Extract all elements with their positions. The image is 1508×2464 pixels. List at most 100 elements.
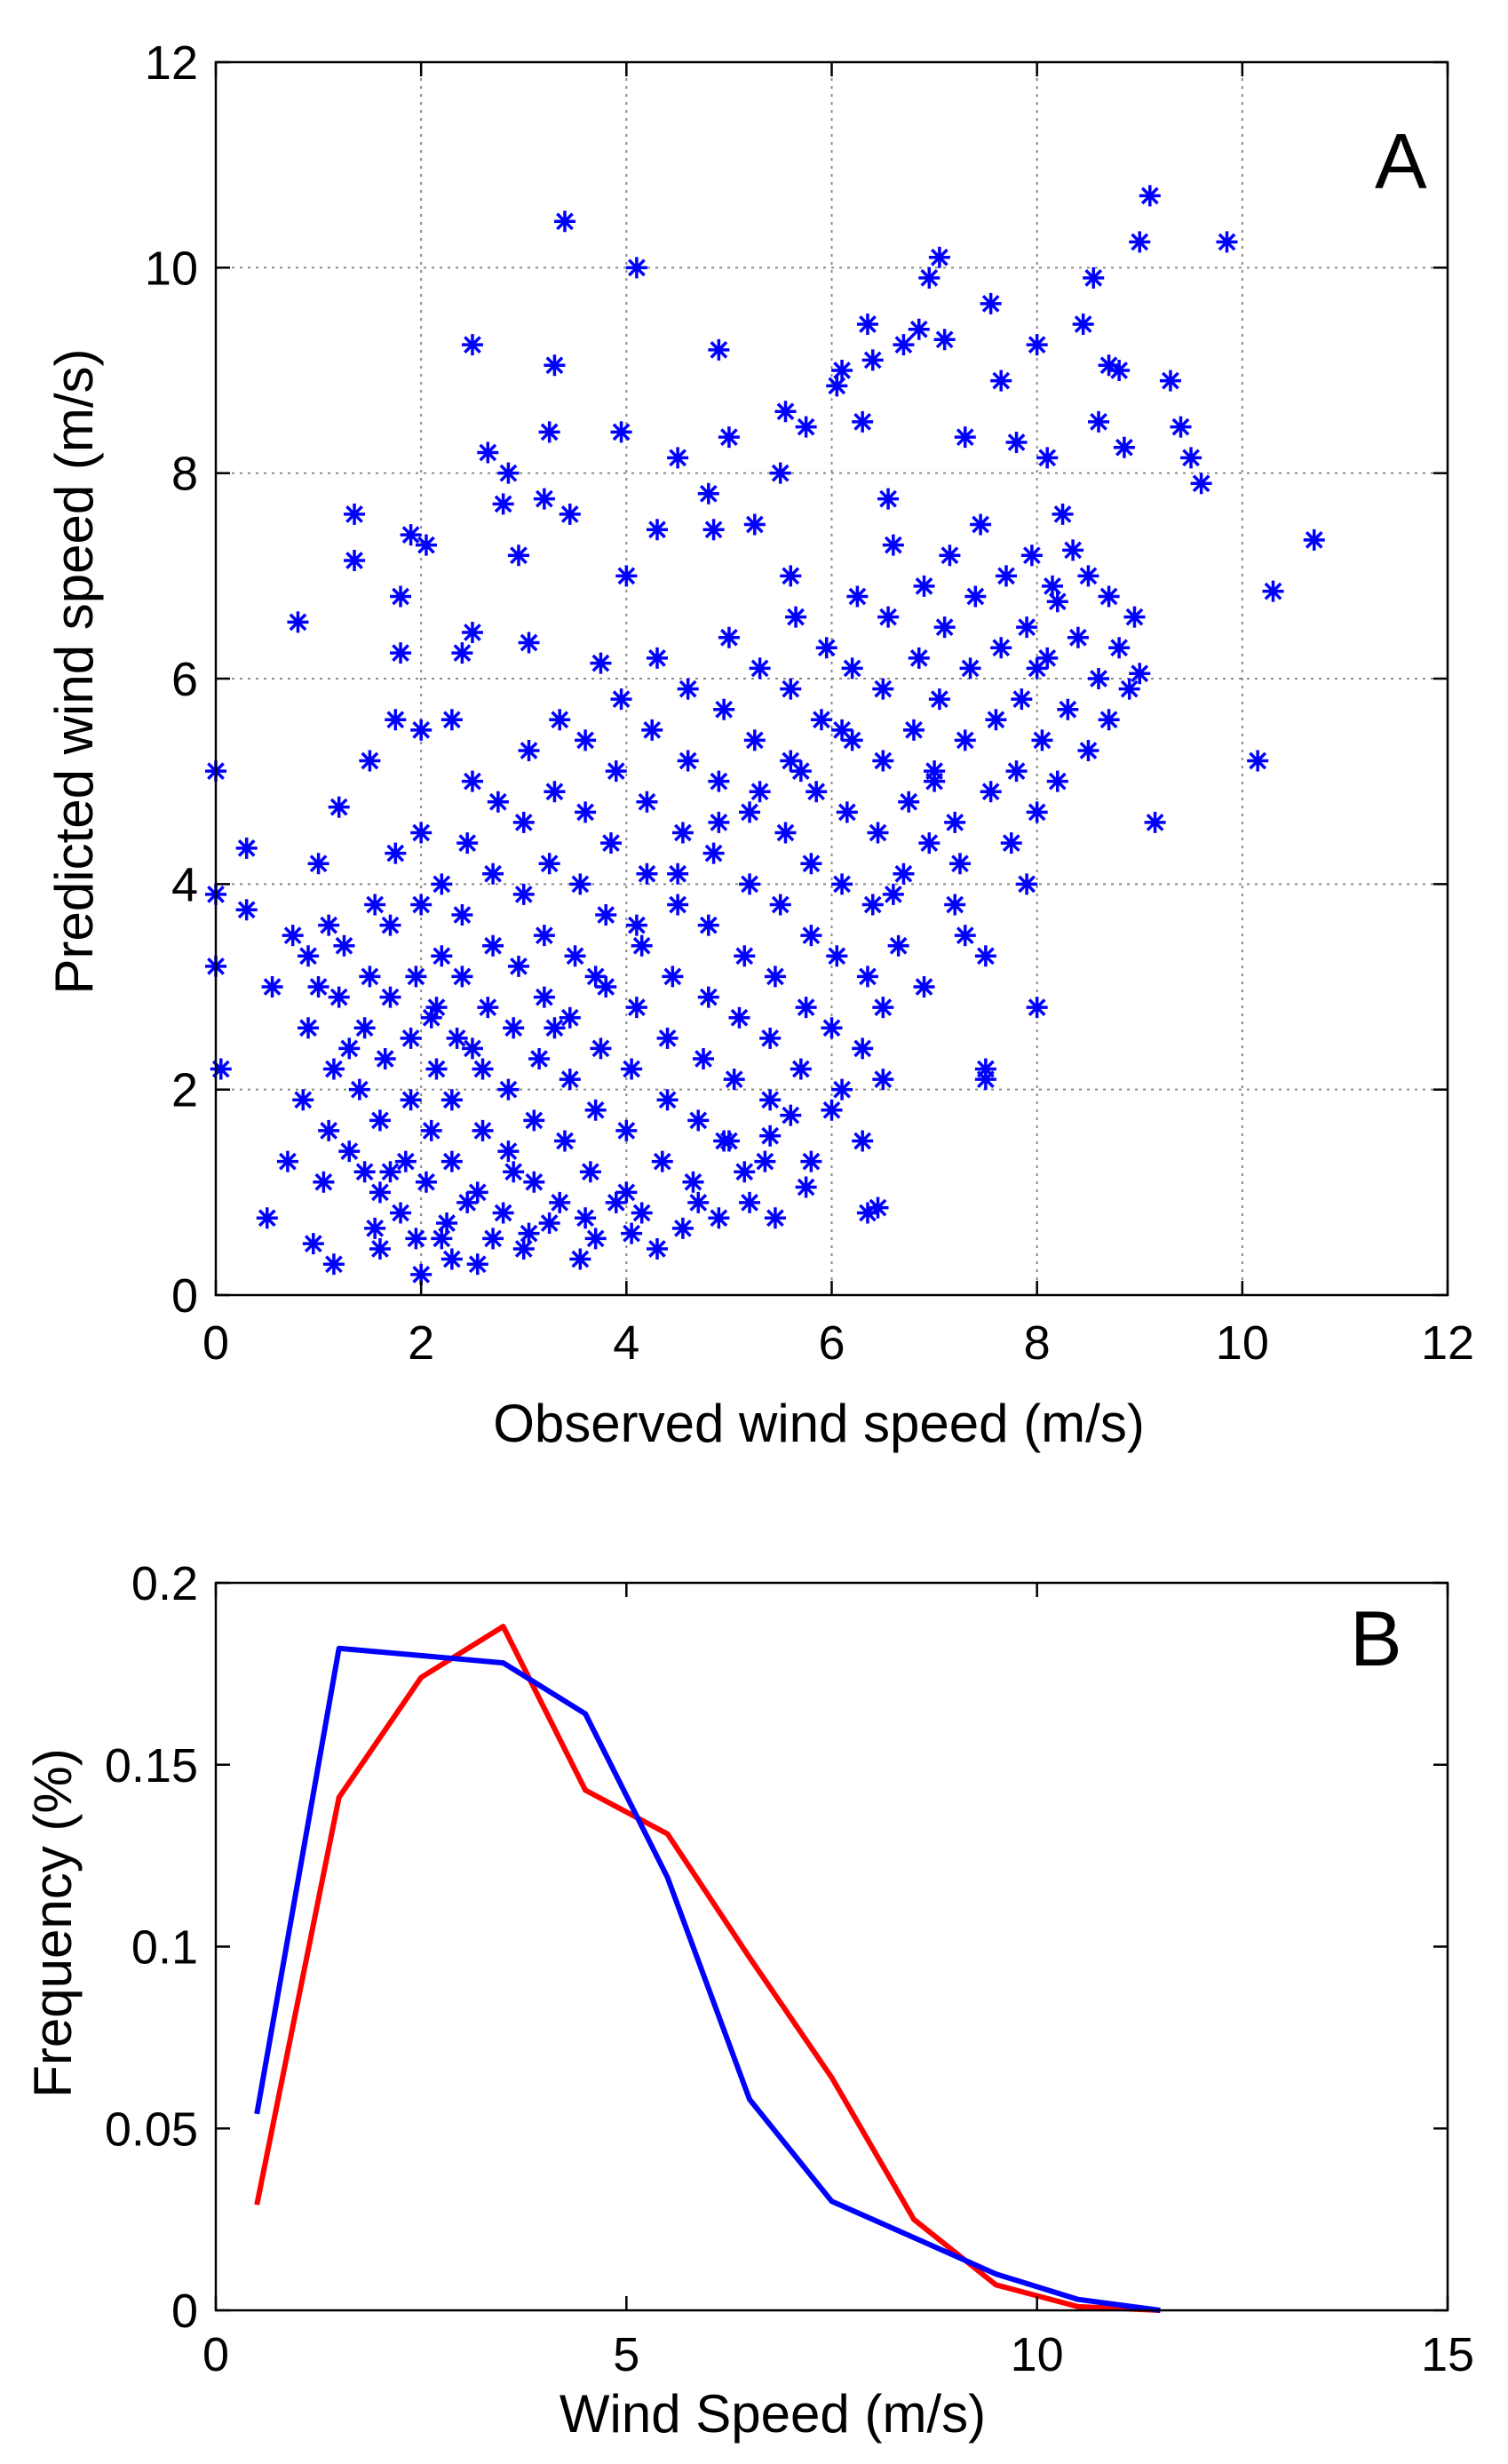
scatter-point bbox=[1098, 585, 1120, 608]
scatter-point bbox=[933, 616, 956, 639]
scatter-point bbox=[667, 447, 689, 469]
scatter-point bbox=[697, 482, 719, 505]
scatter-point bbox=[1031, 729, 1053, 751]
scatter-point bbox=[687, 1109, 710, 1132]
scatter-point bbox=[1016, 873, 1038, 895]
scatter-point bbox=[322, 1253, 345, 1276]
scatter-point bbox=[795, 1176, 817, 1198]
scatter-point bbox=[944, 811, 966, 833]
scatter-point bbox=[954, 925, 976, 947]
scatter-point bbox=[610, 688, 632, 711]
scatter-point bbox=[831, 719, 853, 741]
scatter-point bbox=[549, 1191, 571, 1213]
x-tick-label: 2 bbox=[408, 1316, 434, 1370]
scatter-point bbox=[292, 1089, 314, 1111]
y-tick-label: 0 bbox=[171, 2285, 198, 2338]
scatter-point bbox=[472, 1119, 494, 1141]
scatter-point bbox=[739, 1191, 761, 1213]
scatter-point bbox=[307, 976, 329, 998]
scatter-point bbox=[436, 1212, 458, 1235]
scatter-point bbox=[718, 1130, 740, 1152]
line-panel-b: 0 5 10 15 0 0.05 0.1 0.15 0.2 B Wind Speed (m/s)… bbox=[23, 1557, 1474, 2444]
scatter-point bbox=[718, 626, 740, 648]
scatter-point bbox=[641, 719, 663, 741]
scatter-point bbox=[549, 709, 571, 731]
scatter-point bbox=[918, 266, 941, 289]
scatter-point bbox=[671, 822, 694, 844]
scatter-point bbox=[1108, 637, 1131, 659]
scatter-point bbox=[544, 354, 566, 377]
scatter-point bbox=[359, 750, 381, 772]
panel-b-ticks: 0 5 10 15 0 0.05 0.1 0.15 0.2 bbox=[105, 1557, 1474, 2381]
scatter-point bbox=[369, 1109, 391, 1132]
scatter-point bbox=[477, 441, 499, 464]
scatter-point bbox=[764, 1207, 786, 1229]
scatter-point bbox=[533, 925, 555, 947]
scatter-point bbox=[533, 986, 555, 1008]
scatter-point bbox=[440, 1248, 463, 1270]
x-tick-label: 8 bbox=[1024, 1316, 1051, 1370]
scatter-point bbox=[769, 462, 791, 484]
scatter-point bbox=[893, 334, 915, 356]
scatter-point bbox=[913, 976, 935, 998]
scatter-point bbox=[492, 1202, 514, 1224]
scatter-point bbox=[974, 1058, 996, 1080]
scatter-point bbox=[985, 709, 1007, 731]
y-tick-label: 10 bbox=[145, 242, 198, 295]
scatter-point bbox=[1020, 544, 1043, 567]
scatter-point bbox=[466, 1181, 488, 1204]
scatter-point bbox=[1190, 473, 1212, 495]
panel-a-points bbox=[205, 185, 1325, 1285]
scatter-point bbox=[821, 1017, 843, 1039]
scatter-point bbox=[631, 1202, 653, 1224]
scatter-point bbox=[374, 1047, 396, 1069]
x-tick-label: 10 bbox=[1011, 2328, 1064, 2381]
scatter-point bbox=[615, 1119, 638, 1141]
scatter-point bbox=[405, 966, 427, 988]
scatter-point bbox=[759, 1089, 782, 1111]
scatter-point bbox=[708, 811, 730, 833]
scatter-point bbox=[769, 894, 791, 916]
scatter-point bbox=[400, 1027, 422, 1049]
scatter-point bbox=[1098, 354, 1120, 377]
scatter-point bbox=[1057, 698, 1079, 720]
panel-a-letter: A bbox=[1375, 117, 1427, 205]
panel-b-y-axis-label: Frequency (%) bbox=[23, 1748, 83, 2097]
scatter-point bbox=[697, 986, 719, 1008]
scatter-point bbox=[918, 832, 941, 854]
scatter-point bbox=[898, 791, 920, 813]
scatter-point bbox=[621, 1058, 643, 1080]
scatter-point bbox=[1083, 266, 1105, 289]
scatter-point bbox=[569, 873, 591, 895]
scatter-point bbox=[579, 1161, 601, 1183]
scatter-point bbox=[831, 360, 853, 381]
scatter-point bbox=[410, 1263, 433, 1285]
scatter-point bbox=[913, 575, 935, 597]
scatter-point bbox=[461, 1037, 483, 1060]
scatter-point bbox=[795, 416, 817, 438]
scatter-point bbox=[697, 914, 719, 936]
scatter-point bbox=[861, 894, 884, 916]
scatter-point bbox=[656, 1089, 679, 1111]
scatter-point bbox=[924, 760, 946, 783]
scatter-point bbox=[795, 997, 817, 1019]
scatter-point bbox=[621, 1222, 643, 1244]
scatter-point bbox=[353, 1161, 376, 1183]
scatter-point bbox=[307, 853, 329, 875]
scatter-point bbox=[390, 585, 412, 608]
panel-b-letter: B bbox=[1350, 1594, 1402, 1682]
scatter-point bbox=[410, 719, 433, 741]
scatter-point bbox=[687, 1191, 710, 1213]
scatter-point bbox=[302, 1233, 324, 1255]
scatter-point bbox=[1005, 760, 1028, 783]
scatter-point bbox=[507, 955, 529, 977]
y-tick-label: 2 bbox=[171, 1064, 198, 1117]
scatter-point bbox=[512, 811, 535, 833]
scatter-point bbox=[512, 1237, 535, 1260]
scatter-point bbox=[872, 678, 894, 700]
scatter-point bbox=[877, 488, 900, 510]
series-line-predicted bbox=[254, 1645, 1161, 2313]
scatter-point bbox=[856, 966, 878, 988]
scatter-point bbox=[893, 862, 915, 885]
scatter-point bbox=[1247, 750, 1269, 772]
